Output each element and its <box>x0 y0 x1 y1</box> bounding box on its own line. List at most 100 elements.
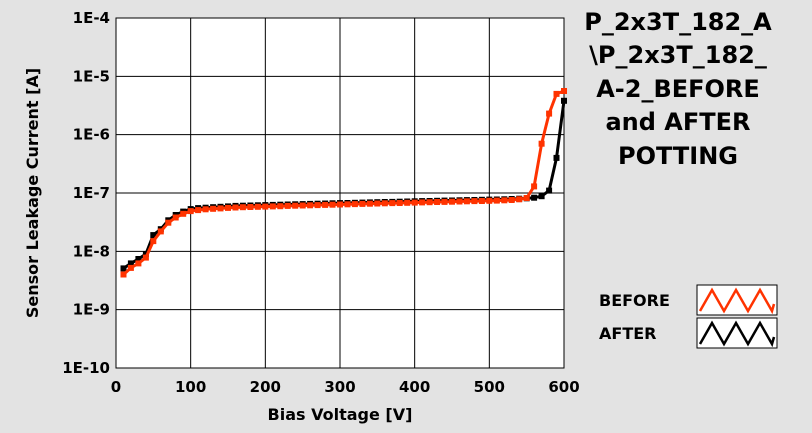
data-point-before <box>239 204 246 211</box>
data-point-before <box>374 200 381 207</box>
data-point-before <box>441 198 448 205</box>
data-point-before <box>501 197 508 204</box>
data-point-before <box>351 201 358 208</box>
legend-item-after: AFTER <box>599 317 778 349</box>
data-point-before <box>426 199 433 206</box>
data-point-after <box>127 260 134 267</box>
data-point-before <box>314 202 321 209</box>
data-point-before <box>478 198 485 204</box>
data-point-before <box>135 260 142 267</box>
data-point-before <box>359 200 366 207</box>
grid <box>115 17 565 369</box>
data-point-before <box>389 200 396 207</box>
legend-line-after <box>698 320 776 348</box>
x-axis-title: Bias Voltage [V] <box>268 405 413 424</box>
data-point-after <box>531 194 538 201</box>
data-point-before <box>404 199 411 206</box>
legend-line-before <box>698 287 776 315</box>
chart-title: P_2x3T_182_A \P_2x3T_182_ A-2_BEFORE and… <box>584 8 772 170</box>
data-point-after <box>546 187 553 194</box>
data-point-before <box>396 200 403 206</box>
y-tick-label: 1E-8 <box>73 242 110 260</box>
data-point-before <box>157 228 164 235</box>
data-point-before <box>449 198 455 205</box>
data-point-before <box>516 196 523 203</box>
data-point-before <box>366 200 373 207</box>
legend-label-after: AFTER <box>599 324 656 343</box>
data-point-before <box>210 205 217 212</box>
x-tick-labels: 0 100 200 300 400 500 600 <box>111 378 580 396</box>
title-line-5: POTTING <box>618 142 738 170</box>
x-tick-label: 200 <box>250 378 281 396</box>
y-tick-label: 1E-4 <box>73 9 110 27</box>
data-point-before <box>202 206 209 213</box>
series-group <box>120 88 567 278</box>
data-point-before <box>187 208 194 215</box>
x-tick-label: 100 <box>175 378 206 396</box>
x-tick-label: 400 <box>399 378 430 396</box>
data-point-before <box>277 203 284 210</box>
x-tick-label: 300 <box>324 378 355 396</box>
legend: BEFORE AFTER <box>599 284 778 349</box>
data-point-before <box>217 205 224 212</box>
data-point-after <box>538 193 545 200</box>
data-point-before <box>284 202 291 209</box>
data-point-before <box>471 198 478 205</box>
y-tick-label: 1E-7 <box>73 184 110 202</box>
data-point-before <box>225 204 231 211</box>
data-point-before <box>411 199 418 206</box>
data-point-before <box>344 201 351 208</box>
data-point-before <box>262 203 269 210</box>
data-point-before <box>463 198 470 205</box>
y-tick-labels: 1E-10 1E-9 1E-8 1E-7 1E-6 1E-5 1E-4 <box>62 9 110 377</box>
data-point-before <box>172 214 179 221</box>
data-point-before <box>493 197 500 204</box>
x-tick-label: 0 <box>111 378 121 396</box>
data-point-before <box>254 203 261 210</box>
data-point-after <box>120 265 127 272</box>
data-point-before <box>337 201 343 208</box>
title-line-3: A-2_BEFORE <box>596 75 760 103</box>
data-point-before <box>561 88 567 94</box>
data-point-before <box>150 238 157 245</box>
data-point-before <box>299 202 306 209</box>
data-point-before <box>434 199 441 205</box>
data-point-before <box>456 198 463 205</box>
title-line-4: and AFTER <box>605 108 750 136</box>
x-tick-label: 600 <box>548 378 579 396</box>
data-point-before <box>508 197 515 203</box>
series-before <box>120 88 567 278</box>
data-point-before <box>180 210 187 217</box>
data-point-before <box>269 203 276 210</box>
legend-label-before: BEFORE <box>599 291 670 310</box>
data-point-after <box>135 256 142 262</box>
y-axis-title: Sensor Leakage Current [A] <box>23 68 42 318</box>
data-point-after <box>561 97 567 104</box>
data-point-before <box>546 110 553 117</box>
data-point-before <box>247 204 254 210</box>
legend-item-before: BEFORE <box>599 284 778 316</box>
data-point-before <box>292 202 299 209</box>
data-point-before <box>531 183 538 190</box>
data-point-before <box>307 202 314 209</box>
title-line-1: P_2x3T_182_A <box>584 8 772 36</box>
title-line-2: \P_2x3T_182_ <box>589 41 767 69</box>
data-point-after <box>553 154 560 161</box>
data-point-after <box>150 232 157 239</box>
data-point-before <box>381 200 388 207</box>
data-point-before <box>142 254 149 261</box>
y-tick-label: 1E-5 <box>73 67 110 85</box>
data-point-before <box>329 201 336 208</box>
x-tick-label: 500 <box>474 378 505 396</box>
data-point-before <box>322 201 329 208</box>
data-point-before <box>538 140 545 147</box>
y-tick-label: 1E-6 <box>73 126 110 144</box>
data-point-before <box>232 204 239 211</box>
y-tick-label: 1E-9 <box>73 301 110 319</box>
data-point-before <box>127 264 134 271</box>
data-point-before <box>165 219 172 226</box>
data-point-before <box>486 197 493 204</box>
data-point-before <box>523 195 530 201</box>
data-point-before <box>419 199 426 206</box>
